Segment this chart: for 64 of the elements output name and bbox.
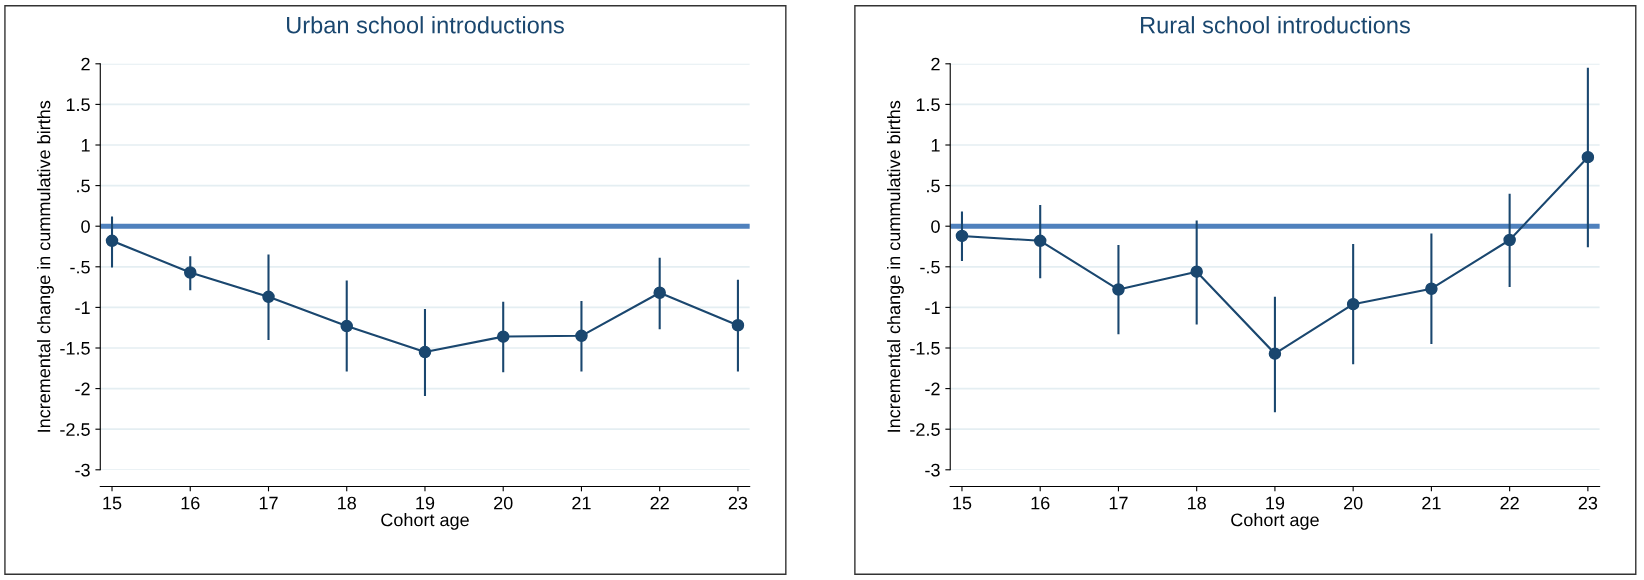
point [262, 290, 275, 304]
point [1346, 297, 1360, 311]
y-tick-label: 1.5 [916, 98, 940, 112]
x-tick-label: 21 [1422, 496, 1441, 510]
point [1268, 347, 1282, 360]
point [1425, 282, 1438, 295]
y-tick-label: -1.5 [60, 342, 90, 355]
point [418, 345, 432, 359]
point [1190, 265, 1203, 278]
point [731, 319, 745, 332]
y-tick-label: 2 [81, 57, 90, 71]
y-tick-label: -1 [925, 301, 940, 314]
y-tick-label: 1 [81, 139, 90, 152]
point [340, 319, 353, 333]
point [1033, 234, 1047, 248]
x-tick-label: 21 [572, 496, 591, 510]
y-tick-label: -2.5 [60, 423, 90, 436]
x-tick-label: 18 [338, 496, 356, 510]
x-tick-label: 20 [1344, 496, 1363, 510]
y-tick-label: -.5 [920, 260, 940, 274]
x-tick-label: 17 [259, 496, 278, 510]
x-tick-label: 18 [1188, 496, 1206, 510]
y-tick-label: -1 [75, 301, 90, 314]
point [955, 229, 969, 243]
x-tick-label: 19 [1266, 496, 1285, 510]
x-tick-label: 23 [728, 496, 748, 510]
y-tick-label: 0 [931, 220, 940, 233]
x-tick-label: 19 [416, 496, 435, 510]
x-tick-label: 17 [1109, 496, 1128, 510]
x-axis-title: Cohort age [381, 513, 469, 530]
y-tick-label: -3 [75, 463, 90, 477]
x-tick-label: 22 [1500, 496, 1519, 510]
point [105, 234, 119, 248]
y-tick-label: -.5 [70, 260, 90, 274]
x-tick-label: 22 [650, 496, 669, 510]
y-tick-label: -2 [75, 382, 90, 396]
point [496, 330, 510, 343]
y-axis-title: Incremental change in cummulative births [887, 100, 904, 432]
y-tick-label: -3 [925, 463, 940, 477]
point [575, 329, 588, 343]
y-tick-label: -2.5 [910, 423, 940, 436]
y-tick-label: -2 [925, 382, 940, 396]
x-tick-label: 16 [181, 496, 200, 510]
x-tick-label: 15 [953, 496, 972, 510]
y-tick-label: .5 [77, 179, 90, 193]
y-tick-label: .5 [927, 179, 940, 193]
point [1503, 233, 1516, 247]
y-tick-label: 1.5 [66, 98, 90, 112]
point [1112, 283, 1125, 296]
chart-title: Urban school introductions [287, 16, 564, 34]
y-tick-label: 0 [81, 220, 90, 233]
point [1581, 150, 1595, 164]
chart-title: Rural school introductions [1141, 16, 1410, 34]
y-axis-title: Incremental change in cummulative births [37, 100, 54, 432]
y-tick-label: 1 [931, 139, 940, 152]
point [184, 266, 197, 279]
x-tick-label: 16 [1031, 496, 1050, 510]
y-tick-label: -1.5 [910, 342, 940, 355]
x-axis-title: Cohort age [1231, 513, 1319, 530]
x-tick-label: 23 [1578, 496, 1598, 510]
y-tick-label: 2 [931, 57, 940, 71]
x-tick-label: 15 [103, 496, 122, 510]
point [653, 286, 666, 300]
x-tick-label: 20 [494, 496, 513, 510]
